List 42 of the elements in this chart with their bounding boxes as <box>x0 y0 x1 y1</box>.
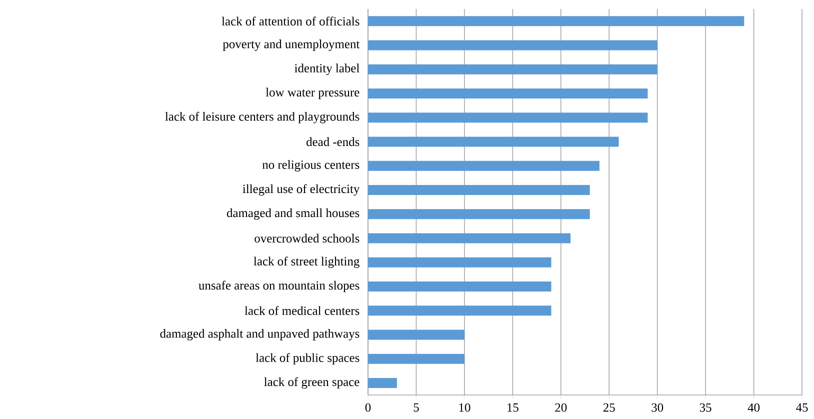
x-tick-label: 5 <box>414 403 419 412</box>
y-tick-label: unsafe areas on mountain slopes <box>198 280 360 292</box>
y-tick-label: poverty and unemployment <box>222 40 360 51</box>
bar <box>368 160 600 171</box>
x-tick-label: 30 <box>652 403 664 412</box>
bar <box>368 209 590 220</box>
y-tick-label: lack of public spaces <box>256 353 360 365</box>
bar <box>368 16 744 26</box>
bar <box>368 88 648 98</box>
x-tick-label: 0 <box>365 403 371 412</box>
bar <box>368 136 619 147</box>
bar <box>368 354 464 364</box>
y-tick-label: low water pressure <box>266 88 360 100</box>
bar <box>368 306 552 316</box>
y-tick-label: lack of green space <box>264 377 360 389</box>
y-tick-label: illegal use of electricity <box>242 184 360 196</box>
y-tick-label: no religious centers <box>262 160 360 172</box>
y-tick-label: overcrowded schools <box>254 234 360 243</box>
x-tick-label: 15 <box>508 403 518 412</box>
bar <box>368 378 397 388</box>
x-tick-label: 25 <box>603 403 615 412</box>
y-tick-label: lack of medical centers <box>244 306 360 316</box>
y-tick-label: damaged and small houses <box>226 208 360 220</box>
bar <box>368 330 464 340</box>
y-tick-label: lack of street lighting <box>254 256 360 268</box>
y-tick-label: identity label <box>294 64 360 75</box>
x-tick-label: 45 <box>796 403 808 412</box>
y-tick-label: damaged asphalt and unpaved pathways <box>160 329 360 340</box>
x-tick-label: 10 <box>459 403 470 412</box>
bar <box>368 184 590 195</box>
bar <box>368 40 658 50</box>
x-tick-label: 35 <box>700 403 712 412</box>
y-tick-label: lack of leisure centers and playgrounds <box>165 112 360 124</box>
bar <box>368 112 648 123</box>
y-tick-label: lack of attention of officials <box>222 16 360 26</box>
bar <box>368 257 552 268</box>
y-tick-label: dead -ends <box>306 137 360 146</box>
x-tick-label: 40 <box>748 403 760 412</box>
bar <box>368 281 552 292</box>
x-tick-label: 20 <box>555 403 567 412</box>
bar <box>368 233 571 244</box>
bar <box>368 64 658 74</box>
